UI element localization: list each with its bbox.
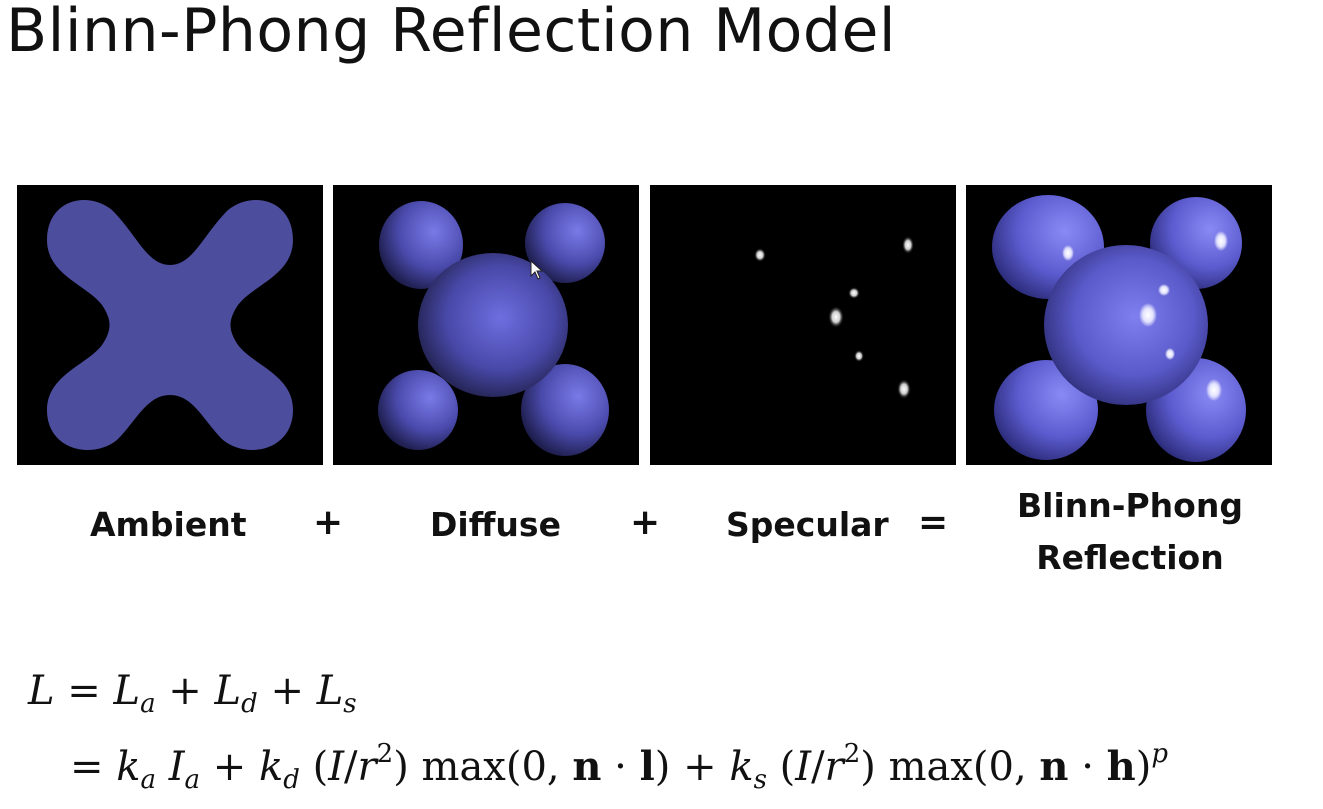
slide-title: Blinn-Phong Reflection Model <box>6 0 897 66</box>
combined-label: Blinn-Phong Reflection <box>1000 480 1260 584</box>
equation-line-2: = ka Ia + kd (I/r2) max(0, n · l) + ks (… <box>70 739 1168 795</box>
specular-label: Specular <box>726 505 889 544</box>
combined-label-line2: Reflection <box>1036 538 1224 577</box>
plus-operator: + <box>630 502 661 543</box>
equation-line-1: L = La + Ld + Ls <box>28 668 357 719</box>
diffuse-render-image <box>333 185 639 465</box>
specular-render-image <box>650 185 956 465</box>
plus-operator: + <box>313 502 344 543</box>
ambient-render-image <box>17 185 323 465</box>
combined-render-image <box>966 185 1272 465</box>
equals-operator: = <box>918 502 949 543</box>
ambient-label: Ambient <box>90 505 247 544</box>
diffuse-label: Diffuse <box>430 505 561 544</box>
mouse-cursor-icon <box>530 260 544 280</box>
combined-label-line1: Blinn-Phong <box>1017 486 1243 525</box>
